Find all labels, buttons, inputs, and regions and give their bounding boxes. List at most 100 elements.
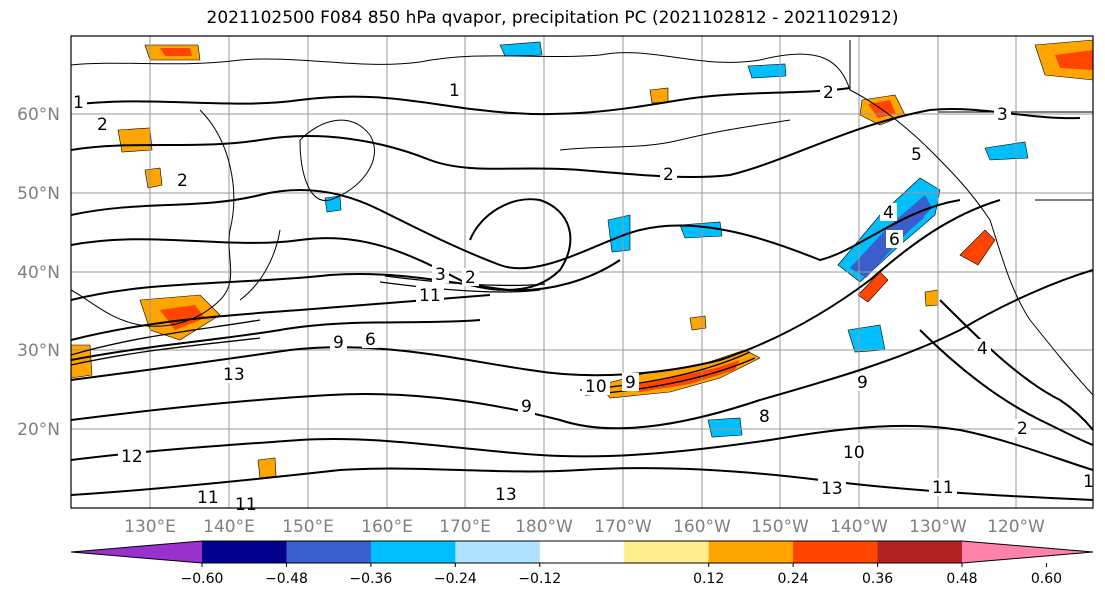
contour-label-bg xyxy=(432,265,449,283)
lon-label: 170°E xyxy=(439,517,491,537)
longitude-labels: 130°E 140°E 150°E 160°E 170°E 180°W 170°… xyxy=(124,517,1045,537)
contour-label-bg xyxy=(118,447,146,465)
contour-label-bg xyxy=(994,105,1011,123)
contour-label-bg xyxy=(174,171,191,189)
contour-label-bg xyxy=(220,365,248,383)
contour-label: 1 xyxy=(449,81,460,101)
contour-label-bg xyxy=(622,373,639,391)
contour-label-bg xyxy=(854,373,871,391)
lon-label: 180°W xyxy=(515,517,573,537)
contour-label: 6 xyxy=(889,230,900,250)
qvapor-contours xyxy=(71,87,1093,501)
colorbar-segment xyxy=(202,541,287,563)
contour-label-bg xyxy=(70,93,87,111)
colorbar-tick-label: 0.24 xyxy=(778,571,809,587)
colorbar-tick-label: 0.48 xyxy=(946,571,977,587)
contour-label: 2 xyxy=(177,171,188,191)
contour-label-bg xyxy=(518,397,535,415)
lat-label: 20°N xyxy=(17,420,60,440)
colorbar-tick-label: −0.12 xyxy=(518,571,561,587)
colorbar-tick-label: −0.36 xyxy=(349,571,392,587)
colorbar-tick-label: −0.48 xyxy=(265,571,308,587)
contour-label: 9 xyxy=(857,373,868,393)
lon-label: 170°W xyxy=(594,517,652,537)
contour-label-bg xyxy=(416,286,444,304)
lat-label: 50°N xyxy=(17,184,60,204)
contour-label: 13 xyxy=(495,485,517,505)
colorbar-segment xyxy=(793,541,879,563)
colorbar-tick-label: 0.36 xyxy=(862,571,893,587)
contour-label-bg xyxy=(446,81,463,99)
lon-label: 160°E xyxy=(361,517,413,537)
lon-label: 160°W xyxy=(673,517,731,537)
contour-label-bg xyxy=(974,339,991,357)
contour-label-bg xyxy=(492,485,520,503)
lon-label: 150°W xyxy=(751,517,809,537)
contour-label: 1 xyxy=(73,93,84,113)
lon-label: 140°W xyxy=(830,517,888,537)
lon-label: 130°E xyxy=(124,517,176,537)
lon-label: 120°W xyxy=(987,517,1045,537)
contour-label-bg xyxy=(582,377,610,395)
lon-label: 150°E xyxy=(282,517,334,537)
colorbar-segment xyxy=(624,541,710,563)
contour-label: 11 xyxy=(932,478,954,498)
contour-label: 3 xyxy=(435,265,446,285)
contour-label: 11 xyxy=(419,286,441,306)
map-title: 2021102500 F084 850 hPa qvapor, precipit… xyxy=(206,8,899,28)
colorbar-tick-label: −0.60 xyxy=(181,571,224,587)
colorbar-segment xyxy=(370,541,456,563)
contour-label: 2 xyxy=(823,83,834,103)
contour-label-bg xyxy=(818,479,846,497)
lon-label: 140°E xyxy=(203,517,255,537)
contour-label: 10 xyxy=(843,443,865,463)
contour-label: 5 xyxy=(911,145,922,165)
contour-label-bg xyxy=(820,83,837,101)
contour-label-bg xyxy=(194,488,222,506)
colorbar-tick-label: 0.12 xyxy=(693,571,724,587)
contour-label-bg xyxy=(462,268,479,286)
contour-label: 10 xyxy=(585,377,607,397)
contour-label-bg xyxy=(929,478,957,496)
latitude-labels: 60°N 50°N 40°N 30°N 20°N xyxy=(17,105,60,440)
contour-label: 11 xyxy=(197,488,219,508)
lat-label: 60°N xyxy=(17,105,60,125)
colorbar-segment xyxy=(708,541,794,563)
contour-label: 2 xyxy=(663,165,674,185)
contour-label-bg xyxy=(330,333,347,351)
lat-label: 30°N xyxy=(17,341,60,361)
lat-label: 40°N xyxy=(17,263,60,283)
contour-label: 6 xyxy=(365,330,376,350)
contour-label: 4 xyxy=(977,339,988,359)
contour-label: 2 xyxy=(97,115,108,135)
contour-label: 9 xyxy=(333,333,344,353)
contour-label-bg xyxy=(362,330,379,348)
contour-label-bg xyxy=(1014,419,1031,437)
plot-frame xyxy=(70,35,1094,509)
lon-label: 130°W xyxy=(909,517,967,537)
contour-label: 4 xyxy=(883,203,894,223)
contour-label: 2 xyxy=(465,268,476,288)
contour-label: 3 xyxy=(997,105,1008,125)
colorbar-extend-low xyxy=(71,541,202,563)
contour-label: 2 xyxy=(1017,419,1028,439)
contour-label-bg xyxy=(840,443,868,461)
contour-label: 9 xyxy=(625,373,636,393)
contour-label-bg xyxy=(94,115,111,133)
contour-label: 13 xyxy=(223,365,245,385)
contour-label: 12 xyxy=(121,447,143,467)
contour-label: 13 xyxy=(821,479,843,499)
contour-label: 1 xyxy=(1083,472,1094,492)
colorbar-segment xyxy=(455,541,541,563)
colorbar-extend-high xyxy=(962,541,1093,563)
contour-label-bg xyxy=(886,230,903,248)
colorbar-segment xyxy=(877,541,963,563)
contour-label-bg xyxy=(908,145,925,163)
contour-label: 9 xyxy=(521,397,532,417)
colorbar-segment xyxy=(286,541,372,563)
colorbar-tick-label: 0.60 xyxy=(1031,571,1062,587)
contour-label: 11 xyxy=(235,495,257,515)
contour-label-bg xyxy=(756,407,773,425)
